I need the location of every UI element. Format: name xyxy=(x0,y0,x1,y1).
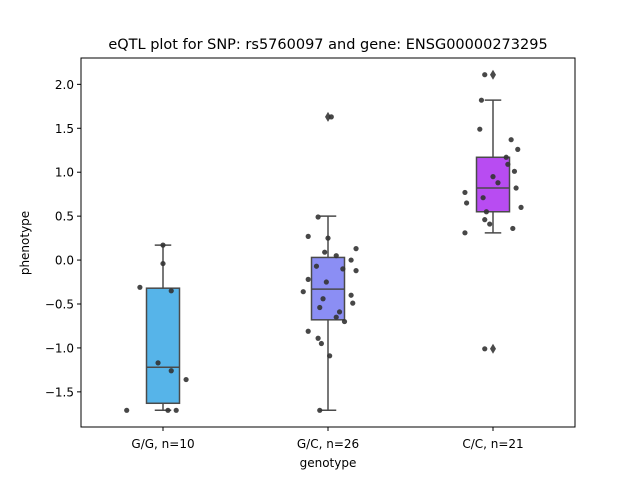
data-point xyxy=(317,304,323,311)
data-point xyxy=(160,260,166,267)
data-point xyxy=(300,289,306,295)
data-point xyxy=(518,204,524,210)
data-point xyxy=(508,137,514,143)
data-point xyxy=(325,235,331,241)
data-point xyxy=(462,189,468,196)
data-point xyxy=(341,318,348,325)
data-point xyxy=(487,221,493,227)
data-point xyxy=(322,249,328,255)
data-point xyxy=(328,114,334,120)
data-point xyxy=(313,263,320,269)
data-point xyxy=(480,195,486,201)
data-point xyxy=(513,185,519,191)
outlier-marker xyxy=(490,69,496,80)
outlier-marker xyxy=(325,111,331,122)
y-tick-label: −1.0 xyxy=(45,341,74,355)
data-point xyxy=(124,407,130,413)
data-point xyxy=(350,300,356,306)
data-point xyxy=(315,214,321,220)
data-point xyxy=(340,266,346,272)
data-point xyxy=(464,200,470,206)
data-point xyxy=(336,309,343,315)
data-point xyxy=(318,340,324,347)
data-point xyxy=(490,174,496,180)
data-point xyxy=(510,225,516,232)
x-tick-label: G/G, n=10 xyxy=(131,437,194,451)
data-point xyxy=(320,296,326,302)
data-point xyxy=(353,268,359,274)
points-layer xyxy=(124,72,524,413)
data-point xyxy=(503,154,509,160)
data-point xyxy=(305,233,311,239)
data-point xyxy=(462,230,468,236)
y-axis-label: phenotype xyxy=(18,211,32,275)
data-point xyxy=(482,72,488,78)
data-point xyxy=(165,407,171,413)
data-point xyxy=(353,246,359,252)
data-point xyxy=(511,168,518,174)
data-point xyxy=(505,161,511,167)
data-point xyxy=(173,407,179,413)
outlier-marker xyxy=(490,343,496,354)
y-axis: −1.5 −1.0 −0.5 0.0 0.5 1.0 1.5 2.0 xyxy=(45,78,81,399)
data-point xyxy=(315,335,321,341)
data-point xyxy=(168,368,174,374)
data-point xyxy=(183,376,189,383)
box-iqr xyxy=(475,156,511,213)
data-point xyxy=(515,146,521,152)
data-point xyxy=(305,276,311,282)
y-tick-label: −1.5 xyxy=(45,385,74,399)
box-iqr xyxy=(145,287,181,405)
y-tick-label: 0.0 xyxy=(55,254,74,268)
x-axis-label: genotype xyxy=(300,456,357,470)
data-point xyxy=(483,209,489,215)
data-point xyxy=(333,253,339,259)
y-tick-label: 0.5 xyxy=(55,210,74,224)
data-point xyxy=(137,284,143,290)
data-point xyxy=(317,407,323,413)
data-point xyxy=(323,279,329,285)
data-point xyxy=(168,288,174,294)
data-point xyxy=(348,292,354,298)
data-point xyxy=(305,328,311,334)
data-point xyxy=(478,97,485,103)
y-tick-label: −0.5 xyxy=(45,298,74,312)
data-point xyxy=(482,346,488,352)
data-point xyxy=(477,126,483,132)
x-tick-label: C/C, n=21 xyxy=(462,437,523,451)
x-tick-label: G/C, n=26 xyxy=(297,437,359,451)
y-tick-label: 2.0 xyxy=(55,78,74,92)
y-tick-label: 1.5 xyxy=(55,122,74,136)
data-point xyxy=(495,180,501,186)
data-point xyxy=(333,314,339,320)
data-point xyxy=(482,217,488,223)
chart-title: eQTL plot for SNP: rs5760097 and gene: E… xyxy=(108,37,547,53)
x-axis: G/G, n=10 G/C, n=26 C/C, n=21 xyxy=(131,427,524,451)
data-point xyxy=(155,360,161,366)
y-tick-label: 1.0 xyxy=(55,166,74,180)
data-point xyxy=(348,257,354,263)
data-point xyxy=(327,353,333,359)
data-point xyxy=(160,242,166,248)
